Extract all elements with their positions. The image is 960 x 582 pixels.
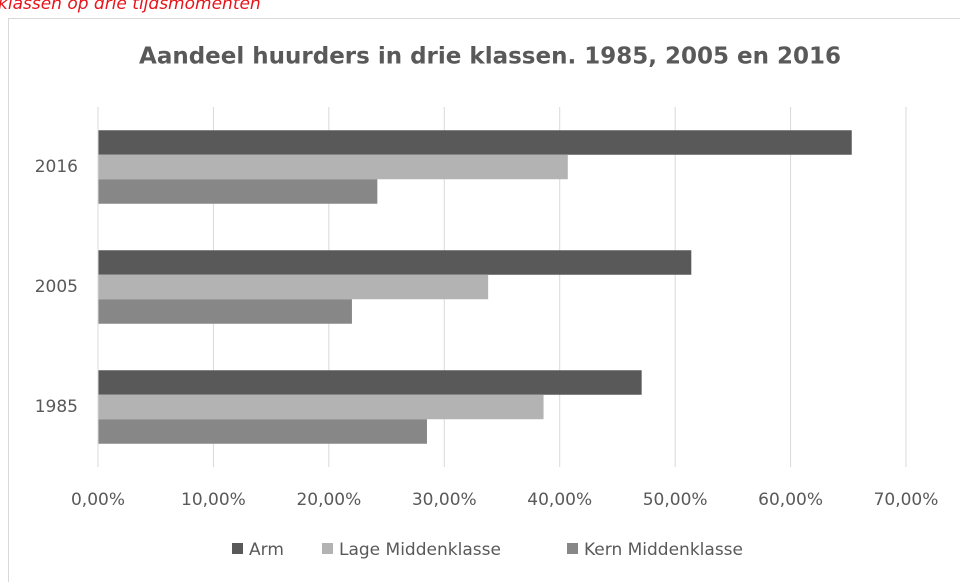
bar [98, 250, 692, 275]
x-tick-label: 30,00% [412, 490, 477, 510]
x-tick-label: 10,00% [181, 490, 246, 510]
x-tick-label: 70,00% [874, 490, 939, 510]
legend-swatch [322, 543, 333, 554]
x-tick-label: 50,00% [643, 490, 708, 510]
x-tick-label: 0,00% [71, 490, 125, 510]
legend-swatch [567, 543, 578, 554]
y-tick-label: 2005 [35, 277, 78, 297]
legend-label: Arm [249, 540, 284, 560]
x-tick-label: 40,00% [527, 490, 592, 510]
y-tick-label: 1985 [35, 397, 78, 417]
x-tick-label: 20,00% [296, 490, 361, 510]
chart-title: Aandeel huurders in drie klassen. 1985, … [139, 44, 841, 70]
bar [98, 154, 568, 180]
x-tick-label: 60,00% [758, 490, 823, 510]
y-tick-label: 2016 [35, 157, 78, 177]
bar [98, 394, 544, 420]
bar [98, 130, 852, 155]
bar [98, 179, 378, 204]
bar [98, 299, 352, 324]
caption: klassen op drie tijdsmomenten [0, 0, 261, 14]
legend-label: Kern Middenklasse [584, 540, 743, 560]
legend-label: Lage Middenklasse [339, 540, 501, 560]
bar [98, 274, 489, 300]
bar [98, 419, 427, 444]
legend-swatch [232, 543, 243, 554]
bar [98, 370, 642, 395]
